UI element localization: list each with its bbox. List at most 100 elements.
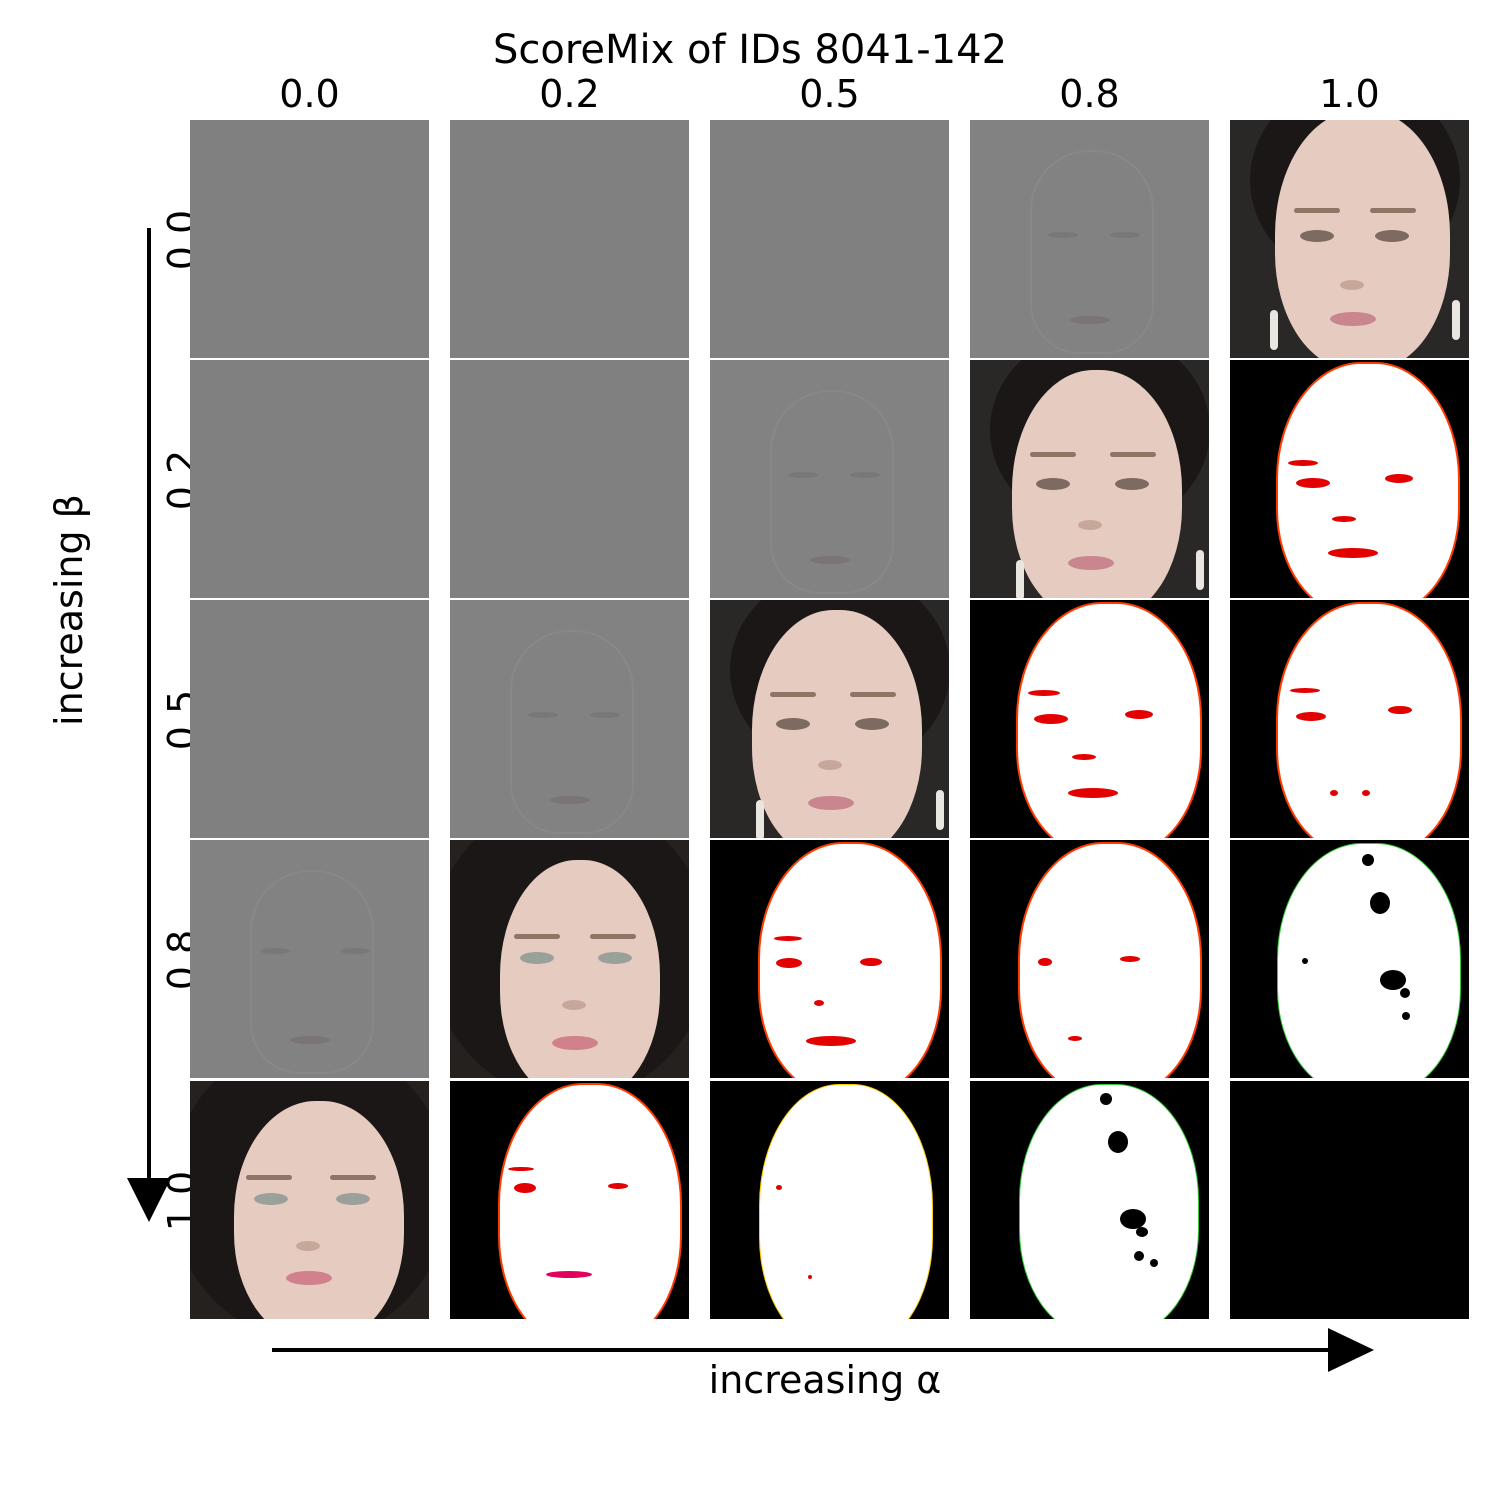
faint-face-outline (250, 870, 374, 1074)
brow (1110, 452, 1156, 457)
lips (286, 1271, 332, 1285)
artifact (1038, 958, 1052, 966)
tile-b4-a2 (710, 1081, 949, 1319)
alpha-arrow-line (272, 1348, 1337, 1352)
lips (552, 1036, 598, 1050)
brow (246, 1175, 292, 1180)
tile-b0-a0 (190, 120, 429, 358)
tile-b3-a0 (190, 840, 429, 1078)
eye (776, 718, 810, 730)
artifact (806, 1036, 856, 1046)
faint-face-outline (510, 630, 634, 834)
hole (1380, 970, 1406, 990)
artifact (514, 1183, 536, 1193)
earring (1270, 310, 1278, 350)
face (234, 1101, 404, 1319)
tile-b2-a4 (1230, 600, 1469, 838)
artifact (1332, 516, 1356, 522)
artifact (1034, 714, 1068, 724)
brow (1294, 208, 1340, 213)
artifact (1290, 688, 1320, 693)
faint-eye (1110, 232, 1140, 238)
artifact (774, 936, 802, 941)
brow (850, 692, 896, 697)
nose (818, 760, 842, 770)
brow (330, 1175, 376, 1180)
faint-eye (340, 948, 370, 954)
faint-eye (788, 472, 818, 478)
beta-axis-label: increasing β (47, 494, 92, 726)
hole (1134, 1251, 1144, 1261)
earring (1016, 560, 1024, 598)
artifact (508, 1167, 534, 1171)
faint-eye (850, 472, 880, 478)
artifact (1120, 956, 1140, 962)
hole (1120, 1209, 1146, 1229)
eye (1036, 478, 1070, 490)
eye (1375, 230, 1409, 242)
tile-b0-a3 (970, 120, 1209, 358)
hole (1402, 1012, 1410, 1020)
eye (336, 1193, 370, 1205)
eye (598, 952, 632, 964)
artifact (1068, 788, 1118, 798)
artifact (860, 958, 882, 966)
brow (1030, 452, 1076, 457)
face-mask (500, 1085, 680, 1319)
alpha-label-1: 0.2 (539, 72, 600, 116)
nose (296, 1241, 320, 1251)
tile-b1-a4 (1230, 360, 1469, 598)
beta-arrow-head-icon (127, 1178, 171, 1222)
artifact (1296, 712, 1326, 721)
earring (1196, 550, 1204, 590)
alpha-label-0: 0.0 (279, 72, 340, 116)
artifact (1288, 460, 1318, 466)
eye (1115, 478, 1149, 490)
nose (1078, 520, 1102, 530)
tile-b1-a0 (190, 360, 429, 598)
artifact (608, 1183, 628, 1189)
lips (1068, 556, 1114, 570)
artifact (1388, 706, 1412, 714)
faint-eye (528, 712, 558, 718)
face-mask (760, 1085, 932, 1319)
tile-b0-a1 (450, 120, 689, 358)
tile-b4-a0 (190, 1081, 429, 1319)
hole (1108, 1131, 1128, 1153)
artifact (1125, 710, 1153, 719)
tile-b2-a2 (710, 600, 949, 838)
figure-title: ScoreMix of IDs 8041-142 (492, 27, 1008, 73)
tile-b3-a4 (1230, 840, 1469, 1078)
artifact (1296, 478, 1330, 488)
artifact (776, 958, 802, 968)
hole (1136, 1227, 1148, 1237)
face-mask (1278, 844, 1460, 1078)
hole (1400, 988, 1410, 998)
eye (520, 952, 554, 964)
alpha-label-4: 1.0 (1319, 72, 1380, 116)
tile-b0-a4 (1230, 120, 1469, 358)
tile-b3-a2 (710, 840, 949, 1078)
artifact (1362, 790, 1370, 796)
lips (1330, 312, 1376, 326)
eye (254, 1193, 288, 1205)
tile-b3-a1 (450, 840, 689, 1078)
faint-eye (1048, 232, 1078, 238)
tile-b1-a1 (450, 360, 689, 598)
face-mask (1020, 1085, 1198, 1319)
artifact (808, 1275, 812, 1279)
face-mask (1278, 604, 1460, 838)
earring (756, 800, 764, 838)
tile-b2-a0 (190, 600, 429, 838)
alpha-label-2: 0.5 (799, 72, 860, 116)
tile-b1-a3 (970, 360, 1209, 598)
eye (1300, 230, 1334, 242)
hole (1150, 1259, 1158, 1267)
artifact (814, 1000, 824, 1006)
brow (514, 934, 560, 939)
faint-eye (260, 948, 290, 954)
tile-b4-a3 (970, 1081, 1209, 1319)
earring (1452, 300, 1460, 340)
tile-b1-a2 (710, 360, 949, 598)
alpha-axis-label: increasing α (708, 1358, 942, 1402)
